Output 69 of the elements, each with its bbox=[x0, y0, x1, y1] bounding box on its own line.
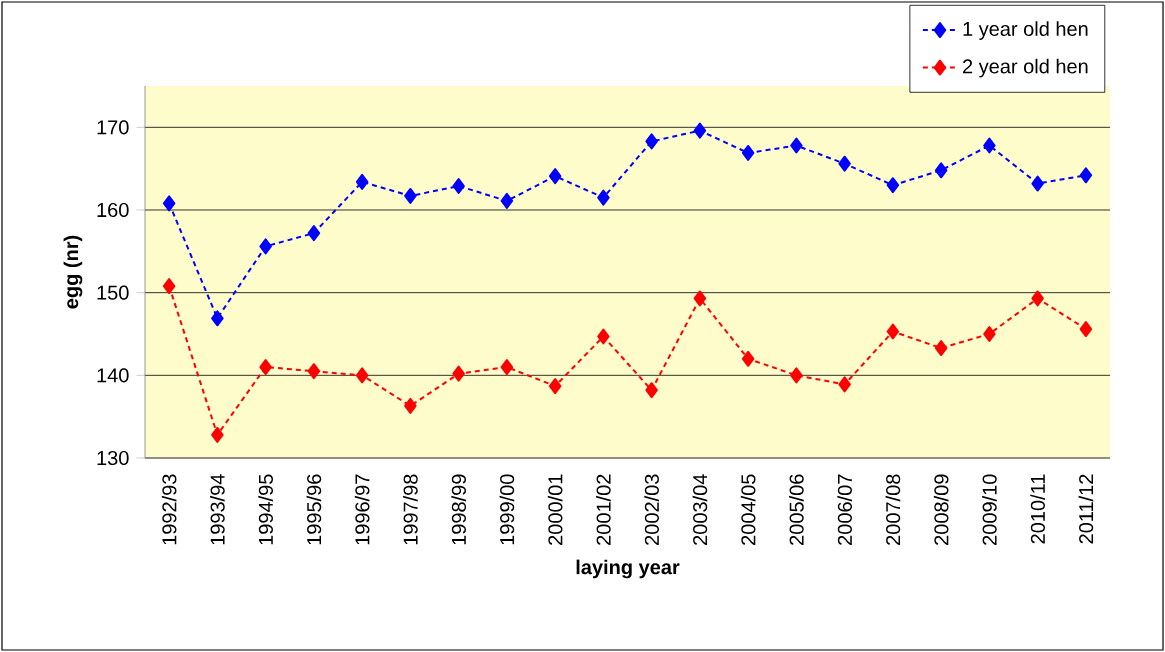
x-tick-label: 2010/11 bbox=[1030, 474, 1045, 544]
point bbox=[741, 144, 755, 161]
x-tick-label: 2009/10 bbox=[982, 474, 997, 545]
point bbox=[355, 367, 369, 384]
point bbox=[886, 177, 900, 194]
point bbox=[693, 290, 707, 307]
point bbox=[597, 189, 610, 206]
y-tick-label: 130 bbox=[97, 450, 129, 466]
point bbox=[790, 367, 803, 384]
point bbox=[548, 378, 562, 395]
point bbox=[307, 363, 321, 380]
point bbox=[645, 133, 658, 150]
point bbox=[452, 365, 465, 382]
x-tick-label: 2003/04 bbox=[692, 474, 708, 545]
y-tick-label: 140 bbox=[97, 368, 129, 383]
point bbox=[1031, 175, 1044, 192]
point bbox=[838, 155, 851, 172]
point bbox=[500, 359, 514, 376]
x-axis-title: laying year bbox=[576, 559, 680, 579]
x-tick-label: 2000/01 bbox=[547, 474, 563, 545]
point bbox=[838, 376, 851, 393]
x-tick-label: 1998/99 bbox=[451, 474, 466, 545]
point bbox=[886, 323, 900, 340]
point bbox=[645, 382, 658, 399]
point bbox=[259, 359, 272, 376]
x-tick-label: 2011/12 bbox=[1078, 474, 1094, 544]
y-axis-title: egg (nr) bbox=[63, 235, 83, 309]
y-tick-label: 150 bbox=[97, 285, 129, 300]
x-tick-label: 1994/95 bbox=[258, 474, 273, 545]
point bbox=[500, 192, 514, 209]
x-tick-label: 2002/03 bbox=[644, 474, 659, 545]
point bbox=[211, 426, 224, 443]
x-tick-label: 1996/97 bbox=[354, 474, 370, 545]
point bbox=[259, 238, 272, 255]
point bbox=[211, 310, 224, 327]
point bbox=[934, 340, 948, 357]
x-tick-label: 1997/98 bbox=[403, 474, 418, 545]
y-tick-label: 170 bbox=[97, 120, 129, 135]
point bbox=[741, 350, 755, 367]
point bbox=[983, 326, 996, 342]
point bbox=[790, 137, 803, 154]
point bbox=[597, 328, 610, 345]
x-tick-label: 2007/08 bbox=[885, 474, 901, 545]
point bbox=[404, 187, 417, 204]
point bbox=[162, 278, 176, 295]
x-tick-label: 1992/93 bbox=[161, 474, 177, 545]
point bbox=[548, 168, 562, 185]
point bbox=[934, 162, 948, 179]
x-tick-label: 1995/96 bbox=[306, 474, 322, 545]
point bbox=[983, 137, 996, 154]
y-tick-label: 160 bbox=[97, 202, 129, 218]
x-tick-label: 2004/05 bbox=[740, 474, 756, 545]
x-tick-label: 2008/09 bbox=[933, 474, 949, 545]
x-tick-label: 1993/94 bbox=[210, 474, 225, 545]
legend-label: 2 year old hen bbox=[963, 58, 1088, 78]
x-tick-label: 2005/06 bbox=[789, 474, 804, 545]
point bbox=[307, 225, 321, 242]
point bbox=[452, 178, 465, 195]
point bbox=[162, 195, 176, 212]
legend-label: 1 year old hen bbox=[963, 21, 1088, 40]
point bbox=[355, 173, 369, 190]
x-tick-label: 2006/07 bbox=[837, 474, 852, 545]
x-tick-label: 1999/00 bbox=[499, 474, 515, 545]
x-tick-label: 2001/02 bbox=[596, 474, 611, 545]
point bbox=[1031, 290, 1044, 307]
point bbox=[404, 397, 417, 414]
point bbox=[1079, 167, 1093, 184]
point bbox=[1079, 321, 1093, 338]
point bbox=[693, 122, 707, 139]
